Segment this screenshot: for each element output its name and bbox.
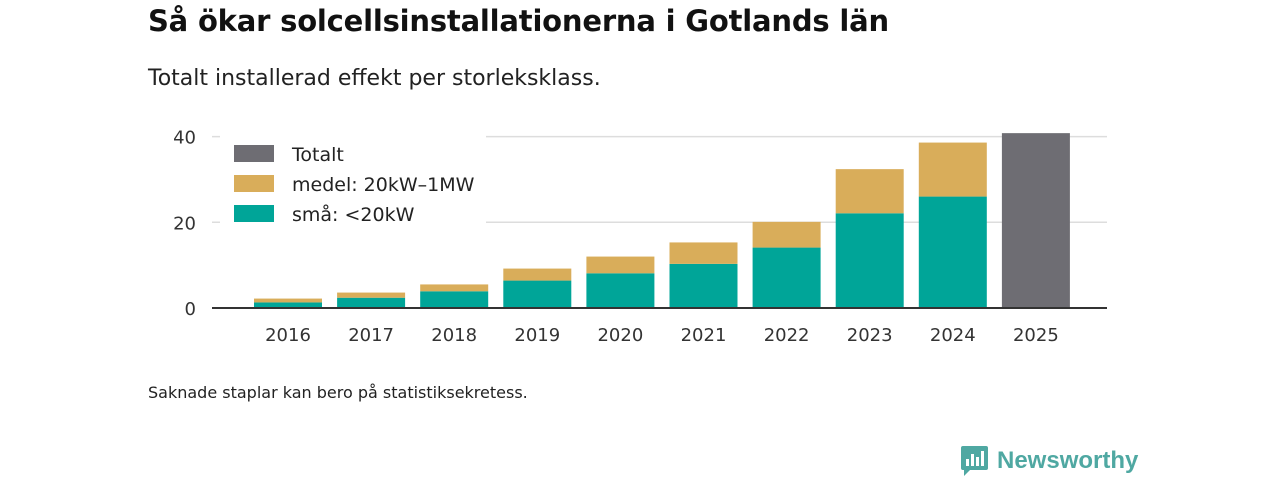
bar-small-2023[interactable] bbox=[835, 213, 904, 308]
bar-medium-2022[interactable] bbox=[752, 221, 821, 248]
legend-swatch-medium bbox=[234, 175, 274, 192]
x-tick-label: 2016 bbox=[265, 325, 311, 346]
x-tick-label: 2024 bbox=[930, 325, 976, 346]
newsworthy-logo[interactable]: Newsworthy bbox=[961, 446, 1138, 476]
legend-label-medium: medel: 20kW–1MW bbox=[292, 174, 475, 196]
bar-small-2021[interactable] bbox=[669, 263, 738, 308]
x-tick-label: 2025 bbox=[1013, 325, 1059, 346]
x-tick-label: 2021 bbox=[681, 325, 727, 346]
bar-small-2018[interactable] bbox=[420, 291, 489, 308]
axes: 0 20 40 2016 2017 2018 2019 2020 2021 2022 2023 202… bbox=[173, 128, 1107, 346]
bar-medium-2021[interactable] bbox=[669, 242, 738, 264]
footnote: Saknade staplar kan bero på statistiksek… bbox=[148, 383, 528, 402]
newsworthy-chart-icon bbox=[961, 446, 988, 476]
bar-medium-2020[interactable] bbox=[586, 256, 655, 274]
bar-small-2017[interactable] bbox=[337, 297, 406, 308]
chart-subtitle: Totalt installerad effekt per storlekskl… bbox=[148, 66, 601, 91]
x-tick-label: 2022 bbox=[764, 325, 810, 346]
bar-medium-2018[interactable] bbox=[420, 284, 489, 292]
x-tick-label: 2019 bbox=[514, 325, 560, 346]
legend-swatch-small bbox=[234, 205, 274, 222]
bar-medium-2019[interactable] bbox=[503, 268, 572, 281]
x-tick-label: 2020 bbox=[597, 325, 643, 346]
x-tick-label: 2018 bbox=[431, 325, 477, 346]
x-tick-label: 2017 bbox=[348, 325, 394, 346]
bar-medium-2017[interactable] bbox=[337, 292, 406, 298]
bar-small-2019[interactable] bbox=[503, 280, 572, 308]
chart-title: Så ökar solcellsinstallationerna i Gotla… bbox=[148, 4, 889, 38]
brand-name: Newsworthy bbox=[997, 447, 1139, 474]
x-tick-label: 2023 bbox=[847, 325, 893, 346]
bars bbox=[254, 133, 1070, 308]
bar-medium-2024[interactable] bbox=[918, 142, 987, 197]
y-tick-label: 0 bbox=[185, 299, 196, 320]
legend-label-total: Totalt bbox=[291, 144, 344, 166]
bar-total-2025[interactable] bbox=[1001, 133, 1070, 308]
bar-medium-2023[interactable] bbox=[835, 169, 904, 214]
legend-label-small: små: <20kW bbox=[292, 203, 415, 226]
bar-small-2016[interactable] bbox=[254, 302, 322, 308]
y-tick-label: 20 bbox=[173, 213, 196, 234]
bar-small-2024[interactable] bbox=[918, 196, 987, 308]
bar-small-2022[interactable] bbox=[752, 247, 821, 308]
bar-medium-2016[interactable] bbox=[254, 298, 322, 303]
bar-chart: Totalt medel: 20kW–1MW små: <20kW 0 20 40 201… bbox=[173, 128, 1107, 346]
legend: Totalt medel: 20kW–1MW små: <20kW bbox=[220, 134, 486, 234]
bar-small-2020[interactable] bbox=[586, 273, 655, 308]
legend-swatch-total bbox=[234, 145, 274, 162]
y-tick-label: 40 bbox=[173, 128, 196, 149]
